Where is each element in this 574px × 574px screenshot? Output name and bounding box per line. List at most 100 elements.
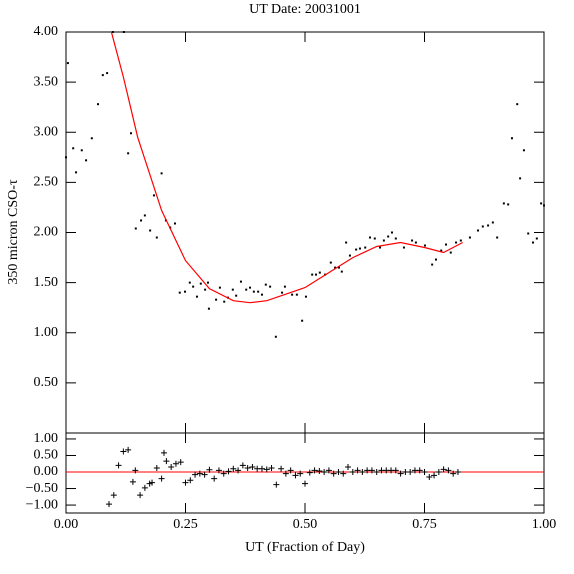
data-point	[223, 300, 226, 303]
residual-point	[282, 470, 289, 477]
residual-point	[225, 468, 232, 475]
residual-point	[273, 481, 280, 488]
residual-point	[302, 480, 308, 487]
residual-point	[137, 492, 144, 499]
data-point	[75, 171, 78, 174]
residual-point	[440, 466, 447, 473]
data-point	[387, 235, 390, 238]
y-tick-label: −0.50	[26, 481, 58, 496]
residual-point	[206, 466, 213, 473]
residual-point	[230, 465, 237, 472]
data-point	[122, 31, 125, 33]
residual-point	[153, 465, 160, 472]
residual-point	[340, 470, 347, 477]
y-tick-label: 1.00	[34, 431, 59, 446]
residual-point	[187, 477, 194, 484]
residual-point	[110, 492, 117, 499]
residual-point	[335, 469, 342, 476]
residual-point	[454, 469, 461, 476]
data-point	[314, 273, 317, 276]
data-point	[358, 247, 361, 250]
data-point	[519, 177, 522, 180]
data-point	[260, 293, 263, 296]
data-point	[382, 239, 385, 242]
residual-point	[397, 470, 404, 477]
residual-point	[132, 467, 139, 474]
data-point	[274, 335, 277, 338]
data-point	[80, 149, 83, 152]
residual-point	[235, 467, 242, 474]
residual-point	[426, 473, 433, 480]
y-tick-label: 2.00	[34, 225, 59, 240]
residual-point	[239, 462, 246, 469]
data-point	[540, 202, 543, 205]
residual-point	[215, 467, 222, 474]
data-point	[252, 290, 255, 293]
data-point	[423, 244, 426, 247]
x-axis-label: UT (Fraction of Day)	[245, 540, 365, 555]
residual-point	[141, 484, 148, 491]
data-point	[199, 282, 202, 285]
data-point	[411, 239, 414, 242]
data-point	[502, 202, 505, 205]
x-tick-label: 0.25	[173, 517, 198, 532]
data-point	[507, 203, 510, 206]
residual-point	[268, 465, 275, 472]
data-point	[301, 319, 304, 322]
data-point	[207, 307, 210, 310]
data-point	[143, 214, 146, 217]
residual-point	[177, 459, 184, 466]
data-point	[491, 221, 494, 224]
data-point	[477, 229, 480, 232]
x-tick-label: 1.00	[532, 517, 557, 532]
residual-point	[368, 467, 375, 474]
data-point	[535, 237, 538, 240]
data-point	[373, 237, 376, 240]
data-point	[160, 172, 163, 175]
residual-point	[196, 470, 203, 477]
residual-point	[163, 458, 170, 465]
residual-point	[450, 470, 457, 477]
data-point	[311, 273, 314, 276]
data-point	[329, 261, 332, 264]
data-point	[127, 152, 130, 155]
data-point	[516, 103, 519, 106]
residual-point	[172, 460, 179, 467]
residual-point	[211, 475, 218, 482]
data-point	[192, 285, 195, 288]
y-tick-label: 0.50	[34, 375, 59, 390]
data-point	[283, 285, 286, 288]
data-point	[440, 249, 443, 252]
y-tick-label: 2.50	[34, 175, 59, 190]
data-point	[291, 293, 294, 296]
data-point	[249, 286, 252, 289]
data-point	[257, 290, 260, 293]
residual-point	[158, 475, 165, 482]
data-point	[215, 298, 218, 301]
data-point	[379, 246, 382, 249]
residual-point	[316, 468, 323, 475]
data-point	[97, 103, 100, 106]
residual-point	[345, 464, 352, 471]
residual-point	[292, 472, 299, 479]
residual-point	[201, 471, 208, 478]
data-point	[106, 72, 109, 75]
data-point	[481, 225, 484, 228]
data-point	[149, 229, 152, 232]
residual-point	[149, 479, 156, 486]
data-point	[304, 295, 307, 298]
data-point	[337, 266, 340, 269]
data-point	[402, 246, 405, 249]
data-point	[455, 241, 458, 244]
residual-point	[220, 470, 227, 477]
y-tick-label: 0.50	[34, 448, 59, 463]
residual-point	[392, 467, 399, 474]
data-point	[239, 280, 242, 283]
data-point	[130, 132, 133, 135]
data-point	[101, 74, 104, 77]
data-point	[245, 288, 248, 291]
data-point	[204, 288, 207, 291]
residual-point	[435, 469, 442, 476]
residual-point	[311, 467, 318, 474]
